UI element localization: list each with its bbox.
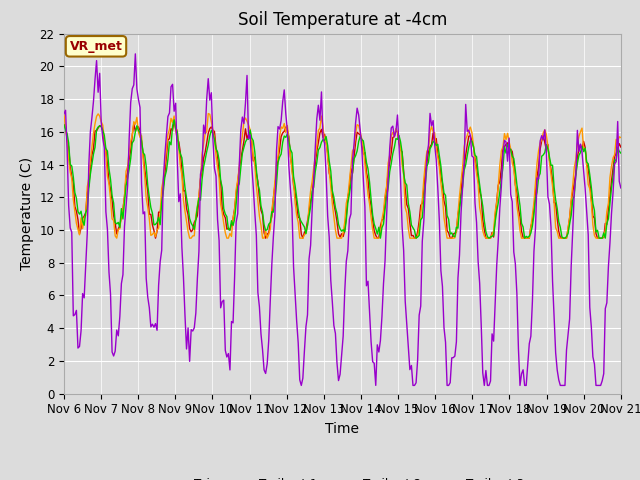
Text: VR_met: VR_met <box>70 40 122 53</box>
Title: Soil Temperature at -4cm: Soil Temperature at -4cm <box>237 11 447 29</box>
Y-axis label: Temperature (C): Temperature (C) <box>20 157 34 270</box>
Legend: Tair, Tsoil set 1, Tsoil set 2, Tsoil set 3: Tair, Tsoil set 1, Tsoil set 2, Tsoil se… <box>156 473 529 480</box>
X-axis label: Time: Time <box>325 422 360 436</box>
